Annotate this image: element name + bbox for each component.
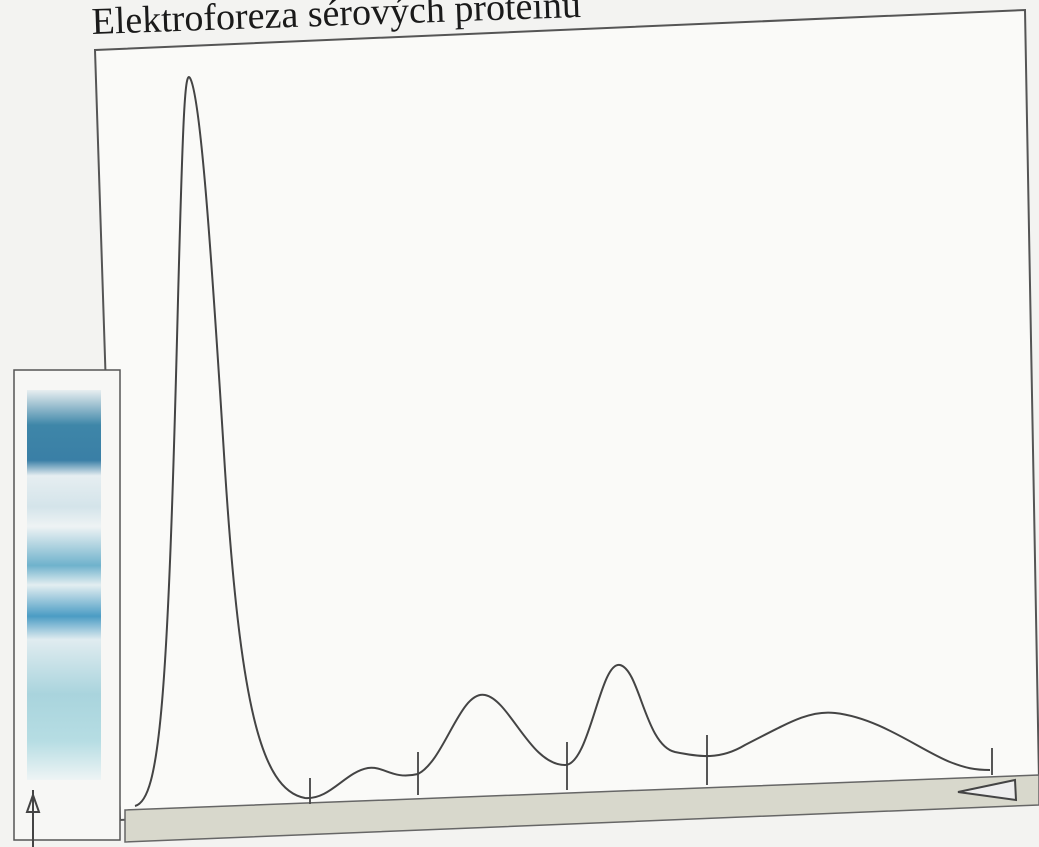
chart-frame — [95, 10, 1039, 820]
electrophoresis-report: Elektroforeza sérových proteinu — [0, 0, 1039, 847]
gel-bands — [27, 390, 101, 780]
page: Elektroforeza sérových proteinu (() => {… — [0, 0, 1039, 847]
